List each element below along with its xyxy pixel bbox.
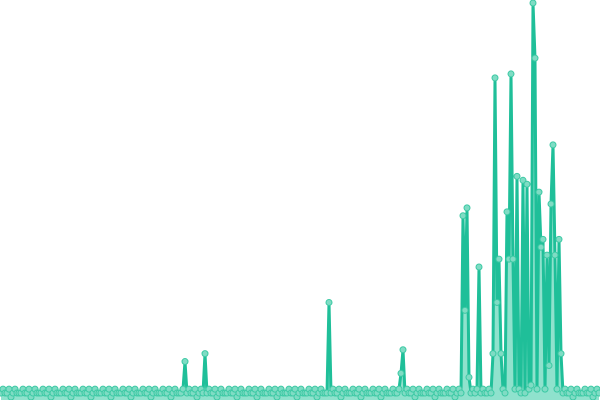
data-point xyxy=(553,385,561,393)
data-point xyxy=(325,298,333,306)
data-point xyxy=(489,350,497,358)
data-point xyxy=(399,346,407,354)
data-point xyxy=(461,306,469,314)
data-point xyxy=(551,251,559,259)
data-point xyxy=(493,298,501,306)
data-point xyxy=(463,204,471,212)
data-point xyxy=(495,255,503,263)
data-point xyxy=(395,385,403,393)
data-point xyxy=(465,373,473,381)
data-point xyxy=(457,389,465,397)
data-point xyxy=(181,358,189,366)
data-point xyxy=(549,141,557,149)
data-point xyxy=(497,350,505,358)
data-point xyxy=(541,385,549,393)
data-point xyxy=(503,208,511,216)
data-point xyxy=(501,389,509,397)
data-point xyxy=(459,212,467,220)
data-point xyxy=(557,350,565,358)
data-point xyxy=(509,255,517,263)
data-point xyxy=(545,361,553,369)
data-point xyxy=(543,251,551,259)
data-point xyxy=(397,369,405,377)
data-point xyxy=(491,74,499,82)
data-point xyxy=(529,0,537,7)
data-point xyxy=(533,385,541,393)
data-point xyxy=(537,243,545,251)
data-point xyxy=(531,54,539,62)
data-point xyxy=(535,188,543,196)
data-point xyxy=(507,70,515,78)
data-point xyxy=(595,389,600,397)
data-point xyxy=(487,389,495,397)
data-point xyxy=(547,200,555,208)
data-point xyxy=(527,381,535,389)
area-fill xyxy=(1,3,599,400)
data-point xyxy=(555,235,563,243)
data-point xyxy=(539,235,547,243)
data-point xyxy=(201,350,209,358)
data-point xyxy=(523,180,531,188)
data-point xyxy=(475,263,483,271)
data-point xyxy=(513,172,521,180)
